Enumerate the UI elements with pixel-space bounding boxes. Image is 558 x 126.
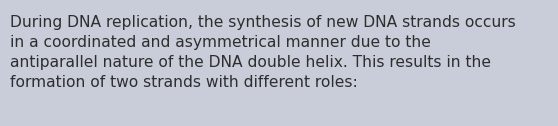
Text: During DNA replication, the synthesis of new DNA strands occurs
in a coordinated: During DNA replication, the synthesis of…	[10, 15, 516, 90]
